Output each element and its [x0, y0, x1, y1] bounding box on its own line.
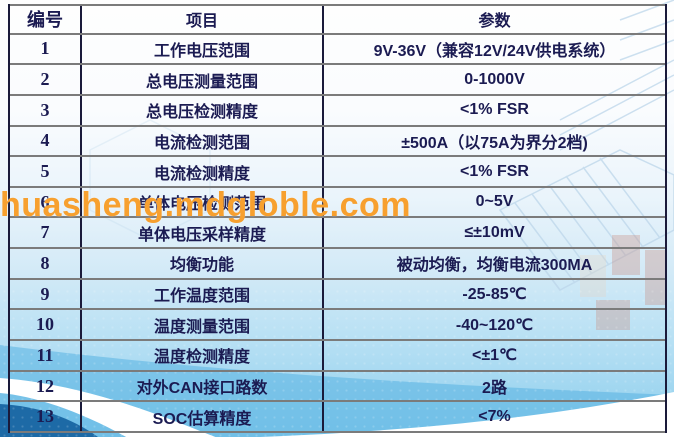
table-row: 10 温度测量范围 -40~120℃ — [10, 310, 665, 342]
table-row: 7 单体电压采样精度 ≤±10mV — [10, 218, 665, 250]
cell-parameter: -25-85℃ — [462, 286, 527, 304]
cell-parameter: 被动均衡，均衡电流300MA — [396, 257, 593, 275]
column-header-item: 项目 — [80, 6, 324, 33]
cell-parameter: <1% FSR — [460, 101, 529, 119]
watermark-text: huasheng.mdgloble.com — [0, 186, 411, 224]
cell-item: 工作电压范围 — [80, 34, 324, 64]
table-row: 9 工作温度范围 -25-85℃ — [10, 279, 665, 311]
cell-item: 总电压检测精度 — [80, 95, 324, 125]
cell-item: 总电压测量范围 — [80, 65, 324, 94]
cell-number: 13 — [36, 406, 54, 427]
cell-item: SOC估算精度 — [80, 402, 324, 431]
cell-item: 工作温度范围 — [80, 279, 324, 309]
cell-parameter: <1% FSR — [460, 162, 529, 180]
cell-number: 7 — [40, 222, 50, 243]
table-row: 1 工作电压范围 9V-36V（兼容12V/24V供电系统） — [10, 34, 665, 66]
cell-parameter: <±1℃ — [472, 347, 517, 365]
cell-item: 对外CAN接口路数 — [80, 371, 324, 401]
cell-parameter: 2路 — [482, 380, 507, 398]
column-header-parameter: 参数 — [478, 13, 511, 31]
table-row: 13 SOC估算精度 <7% — [10, 402, 665, 433]
table-row: 11 温度检测精度 <±1℃ — [10, 341, 665, 372]
cell-item: 均衡功能 — [80, 249, 324, 278]
cell-item: 单体电压采样精度 — [80, 218, 324, 248]
table-row: 4 电流检测范围 ±500A（以75A为界分2档) — [10, 126, 665, 158]
table-row: 12 对外CAN接口路数 2路 — [10, 371, 665, 403]
cell-number: 9 — [40, 283, 50, 304]
cell-parameter: ±500A（以75A为界分2档) — [401, 134, 588, 152]
cell-number: 4 — [40, 130, 50, 151]
cell-item: 温度测量范围 — [80, 310, 324, 340]
cell-number: 3 — [40, 99, 50, 120]
cell-parameter: -40~120℃ — [455, 316, 534, 334]
cell-number: 12 — [36, 375, 54, 396]
cell-item: 单体电压检测范围 — [80, 187, 324, 217]
table-row: 8 均衡功能 被动均衡，均衡电流300MA — [10, 249, 665, 280]
cell-item: 温度检测精度 — [80, 341, 324, 370]
cell-number: 2 — [40, 69, 50, 90]
cell-parameter: 0-1000V — [464, 70, 525, 88]
cell-number: 1 — [40, 38, 50, 59]
table-row: 3 总电压检测精度 <1% FSR — [10, 95, 665, 127]
cell-number: 11 — [36, 344, 54, 365]
table-header-row: 编号 项目 参数 — [10, 4, 665, 35]
cell-item: 电流检测范围 — [80, 126, 324, 156]
cell-number: 10 — [36, 314, 54, 335]
cell-parameter: <7% — [478, 407, 511, 425]
cell-number: 5 — [40, 161, 50, 182]
cell-number: 8 — [40, 252, 50, 273]
table-row: 5 电流检测精度 <1% FSR — [10, 157, 665, 188]
cell-parameter: 9V-36V（兼容12V/24V供电系统） — [373, 42, 616, 60]
column-header-number: 编号 — [27, 10, 63, 31]
cell-item: 电流检测精度 — [80, 157, 324, 186]
cell-number: 6 — [40, 191, 50, 212]
table-row: 2 总电压测量范围 0-1000V — [10, 65, 665, 96]
